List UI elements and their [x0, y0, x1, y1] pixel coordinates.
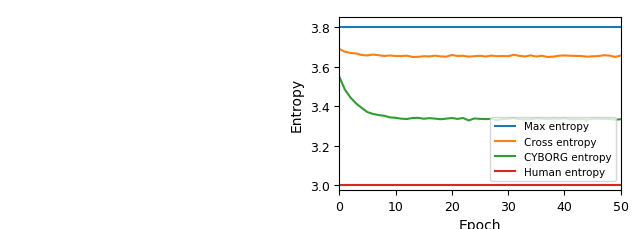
- Cross entropy: [397, 55, 405, 58]
- CYBORG entropy: [617, 118, 625, 121]
- Legend: Max entropy, Cross entropy, CYBORG entropy, Human entropy: Max entropy, Cross entropy, CYBORG entro…: [490, 118, 616, 181]
- Max entropy: [397, 26, 405, 29]
- Cross entropy: [544, 56, 552, 59]
- Cross entropy: [538, 55, 546, 58]
- Human entropy: [538, 184, 546, 187]
- X-axis label: Epoch: Epoch: [459, 218, 501, 229]
- CYBORG entropy: [611, 119, 619, 122]
- CYBORG entropy: [420, 118, 428, 121]
- CYBORG entropy: [527, 118, 534, 121]
- Line: CYBORG entropy: CYBORG entropy: [339, 77, 621, 121]
- Cross entropy: [611, 56, 619, 59]
- Human entropy: [617, 184, 625, 187]
- Human entropy: [426, 184, 433, 187]
- Cross entropy: [426, 56, 433, 59]
- Human entropy: [521, 184, 529, 187]
- Max entropy: [538, 26, 546, 29]
- Human entropy: [335, 184, 343, 187]
- Max entropy: [335, 26, 343, 29]
- Cross entropy: [617, 55, 625, 58]
- CYBORG entropy: [335, 76, 343, 79]
- Cross entropy: [420, 56, 428, 58]
- Cross entropy: [521, 56, 529, 59]
- Max entropy: [426, 26, 433, 29]
- Line: Cross entropy: Cross entropy: [339, 50, 621, 58]
- Max entropy: [611, 26, 619, 29]
- CYBORG entropy: [426, 117, 433, 120]
- Human entropy: [611, 184, 619, 187]
- Human entropy: [420, 184, 428, 187]
- CYBORG entropy: [544, 118, 552, 121]
- Human entropy: [397, 184, 405, 187]
- Max entropy: [617, 26, 625, 29]
- Max entropy: [521, 26, 529, 29]
- Max entropy: [420, 26, 428, 29]
- Cross entropy: [335, 48, 343, 51]
- CYBORG entropy: [397, 118, 405, 120]
- Y-axis label: Entropy: Entropy: [290, 77, 304, 131]
- CYBORG entropy: [465, 120, 472, 122]
